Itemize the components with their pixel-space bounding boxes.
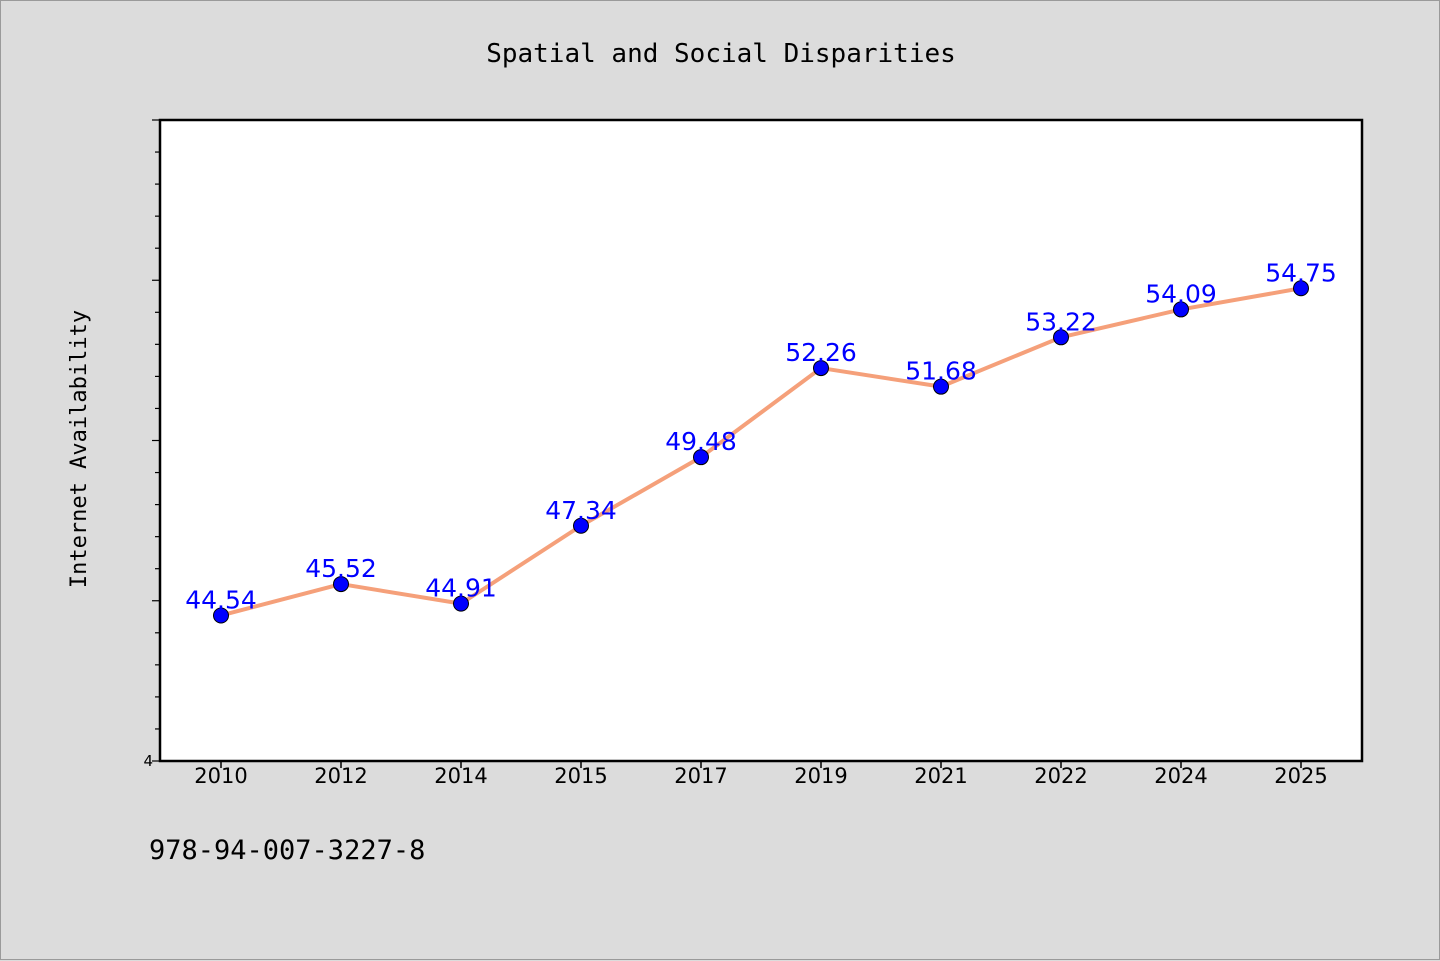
- data-point-markers: [213, 280, 1309, 624]
- data-label: 52.26: [785, 338, 857, 367]
- data-label: 53.22: [1025, 307, 1097, 336]
- y-tick-label: 4: [143, 752, 153, 770]
- data-label: 49.48: [665, 427, 737, 456]
- data-point: [1053, 329, 1069, 346]
- data-label: 47.34: [545, 496, 617, 525]
- data-point: [573, 517, 589, 534]
- data-label: 45.52: [305, 554, 377, 583]
- footnote-isbn: 978-94-007-3227-8: [149, 835, 426, 866]
- data-point: [1173, 301, 1189, 318]
- x-tick-label: 2015: [554, 764, 607, 788]
- y-axis-ticks: [152, 119, 160, 762]
- data-point: [1293, 280, 1309, 297]
- data-point: [333, 576, 349, 593]
- x-tick-label: 2019: [794, 764, 847, 788]
- data-labels: 44.54 45.52 44.91 47.34 49.48 52.26 51.68 53.22…: [185, 258, 1337, 614]
- x-tick-label: 2025: [1274, 764, 1327, 788]
- data-label: 54.09: [1145, 279, 1217, 308]
- x-tick-label: 2024: [1154, 764, 1207, 788]
- x-tick-label: 2022: [1034, 764, 1087, 788]
- x-tick-label: 2017: [674, 764, 727, 788]
- data-label: 44.54: [185, 585, 257, 614]
- data-point: [453, 595, 469, 612]
- data-label: 54.75: [1265, 258, 1337, 287]
- x-tick-label: 2012: [314, 764, 367, 788]
- data-label: 51.68: [905, 357, 977, 386]
- x-tick-label: 2010: [194, 764, 247, 788]
- x-tick-label: 2014: [434, 764, 487, 788]
- data-point: [933, 378, 949, 395]
- x-axis-tick-labels: 2010 2012 2014 2015 2017 2019 2021 2022 2024 2025: [194, 764, 1327, 788]
- plot-area: [158, 118, 1364, 763]
- y-axis-label: Internet Availability: [67, 310, 92, 588]
- x-tick-label: 2021: [914, 764, 967, 788]
- data-point: [693, 449, 709, 466]
- chart-title: Spatial and Social Disparities: [486, 39, 956, 69]
- series-line: [220, 286, 1302, 618]
- x-axis-ticks: [220, 761, 1302, 768]
- data-point: [213, 607, 229, 624]
- data-label: 44.91: [425, 574, 497, 603]
- data-point: [813, 360, 829, 377]
